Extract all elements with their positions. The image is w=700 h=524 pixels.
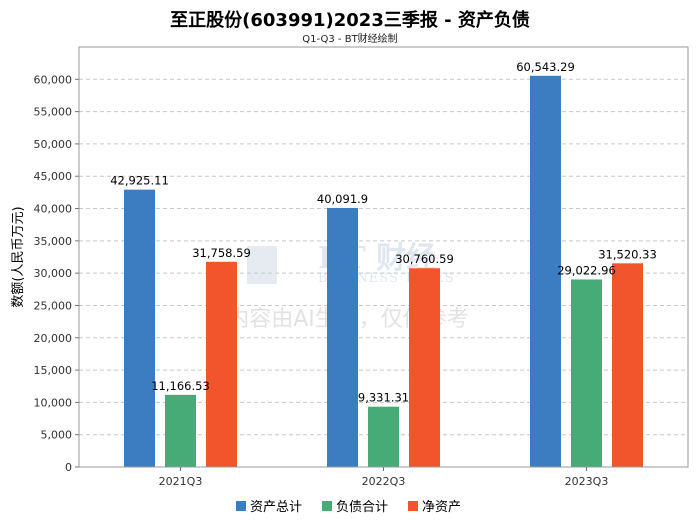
y-tick-label: 55,000	[34, 106, 73, 119]
x-tick-label: 2021Q3	[159, 475, 203, 488]
y-tick-label: 25,000	[34, 299, 73, 312]
data-label: 31,758.59	[192, 246, 251, 260]
bar	[206, 261, 237, 467]
axes: 0 5,000 10,000 15,000 20,000 25,000 30,000 35,0…	[11, 46, 689, 488]
y-tick-label: 30,000	[34, 267, 73, 280]
y-tick-label: 50,000	[34, 138, 73, 151]
bar	[368, 406, 399, 467]
x-tick-label: 2023Q3	[565, 475, 609, 488]
data-label: 40,091.9	[317, 192, 368, 206]
data-labels: 42,925.11 11,166.53 31,758.59 40,091.9 9,331…	[110, 60, 657, 405]
y-tick-label: 45,000	[34, 170, 73, 183]
legend-swatch	[236, 501, 246, 511]
bar	[571, 279, 602, 467]
bar	[530, 75, 561, 467]
bar	[612, 263, 643, 467]
legend-swatch	[408, 501, 418, 511]
watermark-logo-mark	[247, 246, 277, 284]
legend: 资产总计 负债合计 净资产	[236, 500, 461, 515]
data-label: 60,543.29	[516, 60, 575, 74]
bar	[327, 207, 358, 467]
legend-label: 负债合计	[336, 500, 388, 515]
bar	[124, 189, 155, 467]
y-tick-label: 60,000	[34, 73, 73, 86]
chart-title: 至正股份(603991)2023三季报 - 资产负债	[170, 10, 530, 31]
y-tick-label: 15,000	[34, 364, 73, 377]
data-label: 9,331.31	[358, 391, 409, 405]
bar	[165, 394, 196, 467]
legend-label: 净资产	[422, 500, 461, 515]
y-tick-label: 10,000	[34, 396, 73, 409]
y-tick-label: 20,000	[34, 332, 73, 345]
data-label: 31,520.33	[598, 247, 657, 261]
data-label: 29,022.96	[557, 263, 616, 277]
y-tick-label: 35,000	[34, 235, 73, 248]
y-axis-title: 数额(人民币万元)	[11, 206, 26, 307]
data-label: 30,760.59	[395, 252, 454, 266]
legend-swatch	[322, 501, 332, 511]
y-tick-label: 0	[65, 461, 72, 474]
bars	[124, 75, 643, 467]
data-label: 42,925.11	[110, 174, 169, 188]
legend-label: 资产总计	[250, 500, 302, 515]
y-tick-label: 40,000	[34, 203, 73, 216]
chart-subtitle: Q1-Q3 - BT财经绘制	[302, 34, 398, 45]
bar	[409, 268, 440, 467]
data-label: 11,166.53	[151, 379, 210, 393]
x-tick-label: 2022Q3	[362, 475, 406, 488]
y-tick-label: 5,000	[41, 429, 73, 442]
